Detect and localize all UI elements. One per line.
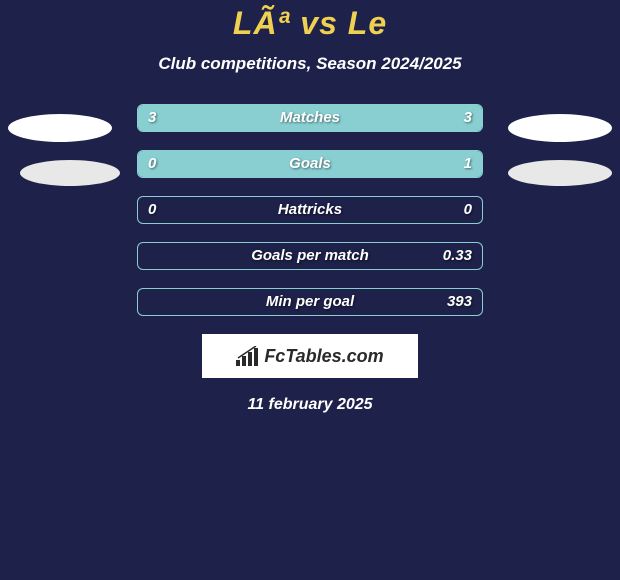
stat-label: Goals per match bbox=[138, 243, 482, 269]
stat-label: Hattricks bbox=[138, 197, 482, 223]
stat-row-goals: 0 Goals 1 bbox=[137, 150, 483, 178]
page-title: LÃª vs Le bbox=[0, 5, 620, 42]
stat-row-matches: 3 Matches 3 bbox=[137, 104, 483, 132]
stat-row-hattricks: 0 Hattricks 0 bbox=[137, 196, 483, 224]
player-avatar-right bbox=[508, 114, 612, 142]
comparison-card: LÃª vs Le Club competitions, Season 2024… bbox=[0, 0, 620, 414]
stat-row-gpm: Goals per match 0.33 bbox=[137, 242, 483, 270]
stat-row-mpg: Min per goal 393 bbox=[137, 288, 483, 316]
stat-value-right: 1 bbox=[464, 151, 472, 177]
stat-value-right: 3 bbox=[464, 105, 472, 131]
stat-value-right: 393 bbox=[447, 289, 472, 315]
stat-label: Goals bbox=[138, 151, 482, 177]
player-avatar-right-shadow bbox=[508, 160, 612, 186]
player-avatar-left-shadow bbox=[20, 160, 120, 186]
stat-rows: 3 Matches 3 0 Goals 1 0 Hattricks 0 bbox=[137, 104, 483, 316]
player-avatar-left bbox=[8, 114, 112, 142]
stat-value-right: 0.33 bbox=[443, 243, 472, 269]
stat-label: Min per goal bbox=[138, 289, 482, 315]
subtitle: Club competitions, Season 2024/2025 bbox=[0, 54, 620, 74]
stat-value-right: 0 bbox=[464, 197, 472, 223]
footer-date: 11 february 2025 bbox=[0, 396, 620, 414]
stat-label: Matches bbox=[138, 105, 482, 131]
chart-icon bbox=[236, 346, 260, 366]
footer-logo[interactable]: FcTables.com bbox=[202, 334, 418, 378]
footer-logo-text: FcTables.com bbox=[264, 346, 383, 367]
stats-area: 3 Matches 3 0 Goals 1 0 Hattricks 0 bbox=[0, 104, 620, 414]
